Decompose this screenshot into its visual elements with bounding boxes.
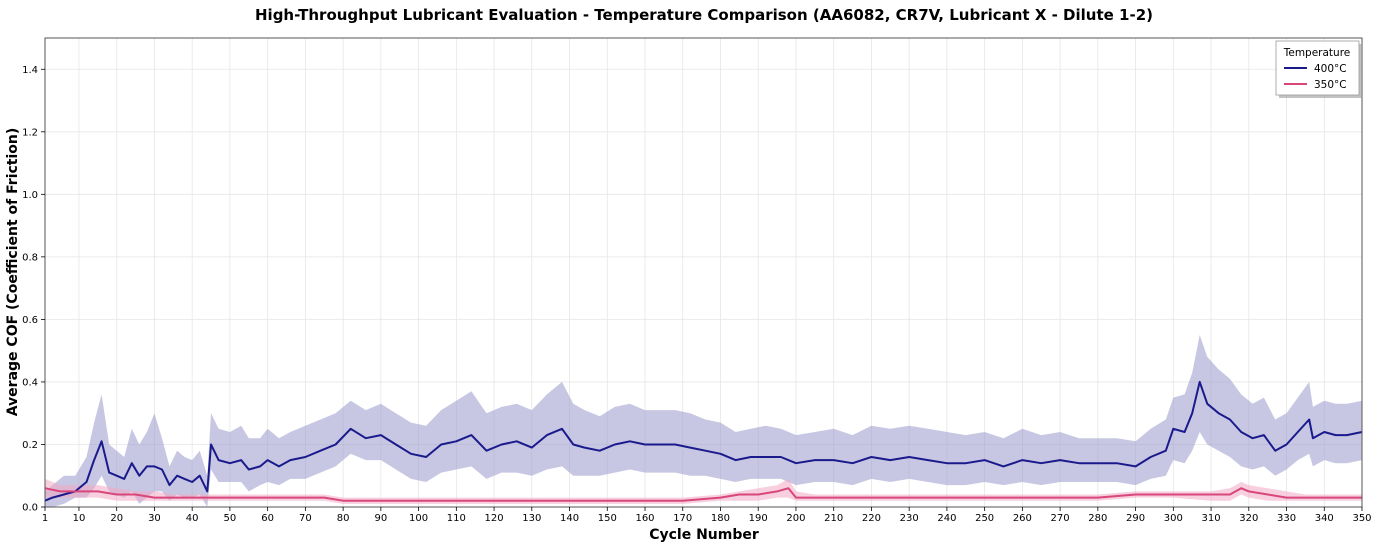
x-tick-label: 70	[299, 513, 312, 524]
y-tick-label: 1.2	[22, 127, 38, 138]
series-lines	[44, 380, 1363, 502]
x-tick-label: 100	[409, 513, 428, 524]
y-tick-label: 0.8	[22, 252, 38, 263]
legend-label-400c: 400°C	[1314, 63, 1347, 75]
x-tick-label: 140	[560, 513, 579, 524]
x-tick-label: 170	[673, 513, 692, 524]
y-tick-label: 0.6	[22, 315, 38, 326]
y-tick-label: 1.0	[22, 190, 38, 201]
series-line-400c[interactable]	[44, 380, 1363, 502]
x-tick-label: 330	[1277, 513, 1296, 524]
x-tick-label: 30	[148, 513, 161, 524]
x-tick-label: 220	[862, 513, 881, 524]
plot-frame	[44, 37, 1363, 508]
x-tick-label: 110	[447, 513, 466, 524]
x-tick-label: 150	[598, 513, 617, 524]
x-tick-label: 190	[749, 513, 768, 524]
x-tick-label: 90	[374, 513, 387, 524]
series-line-350c[interactable]	[44, 487, 1362, 502]
legend[interactable]: Temperature 400°C 350°C	[1275, 40, 1362, 98]
x-tick-label: 1	[42, 513, 48, 524]
x-tick-label: 280	[1088, 513, 1107, 524]
x-tick-label: 20	[110, 513, 123, 524]
x-tick-label: 200	[786, 513, 805, 524]
y-axis-ticks: 0.0 0.2 0.4 0.6 0.8 1.0 1.2 1.4	[22, 65, 45, 514]
y-tick-label: 0.2	[22, 440, 38, 451]
x-tick-label: 160	[635, 513, 654, 524]
x-tick-label: 340	[1315, 513, 1334, 524]
x-tick-label: 130	[522, 513, 541, 524]
x-tick-label: 350	[1352, 513, 1371, 524]
x-tick-label: 300	[1164, 513, 1183, 524]
y-tick-label: 0.0	[22, 503, 38, 514]
x-tick-label: 210	[824, 513, 843, 524]
confidence-bands	[45, 335, 1362, 507]
x-tick-label: 10	[73, 513, 86, 524]
x-tick-label: 310	[1202, 513, 1221, 524]
y-tick-label: 1.4	[22, 65, 38, 76]
x-axis-label: Cycle Number	[649, 527, 759, 543]
y-axis-label: Average COF (Coefficient of Friction)	[5, 128, 21, 417]
x-tick-label: 240	[937, 513, 956, 524]
x-tick-label: 290	[1126, 513, 1145, 524]
band-400c	[45, 335, 1362, 507]
chart-title: High-Throughput Lubricant Evaluation - T…	[255, 6, 1153, 24]
x-tick-label: 80	[337, 513, 350, 524]
x-tick-label: 40	[186, 513, 199, 524]
x-tick-label: 60	[261, 513, 274, 524]
x-tick-label: 120	[485, 513, 504, 524]
x-axis-ticks: 1 10 20 30 40 50 60 70 80 90 100 110 120 130 140 150 160…	[42, 507, 1372, 524]
legend-title: Temperature	[1283, 47, 1351, 59]
x-tick-label: 250	[975, 513, 994, 524]
x-tick-label: 230	[900, 513, 919, 524]
x-tick-label: 320	[1239, 513, 1258, 524]
x-tick-label: 50	[224, 513, 237, 524]
x-tick-label: 180	[711, 513, 730, 524]
y-tick-label: 0.4	[22, 377, 38, 388]
x-tick-label: 260	[1013, 513, 1032, 524]
x-tick-label: 270	[1051, 513, 1070, 524]
legend-label-350c: 350°C	[1314, 79, 1347, 91]
